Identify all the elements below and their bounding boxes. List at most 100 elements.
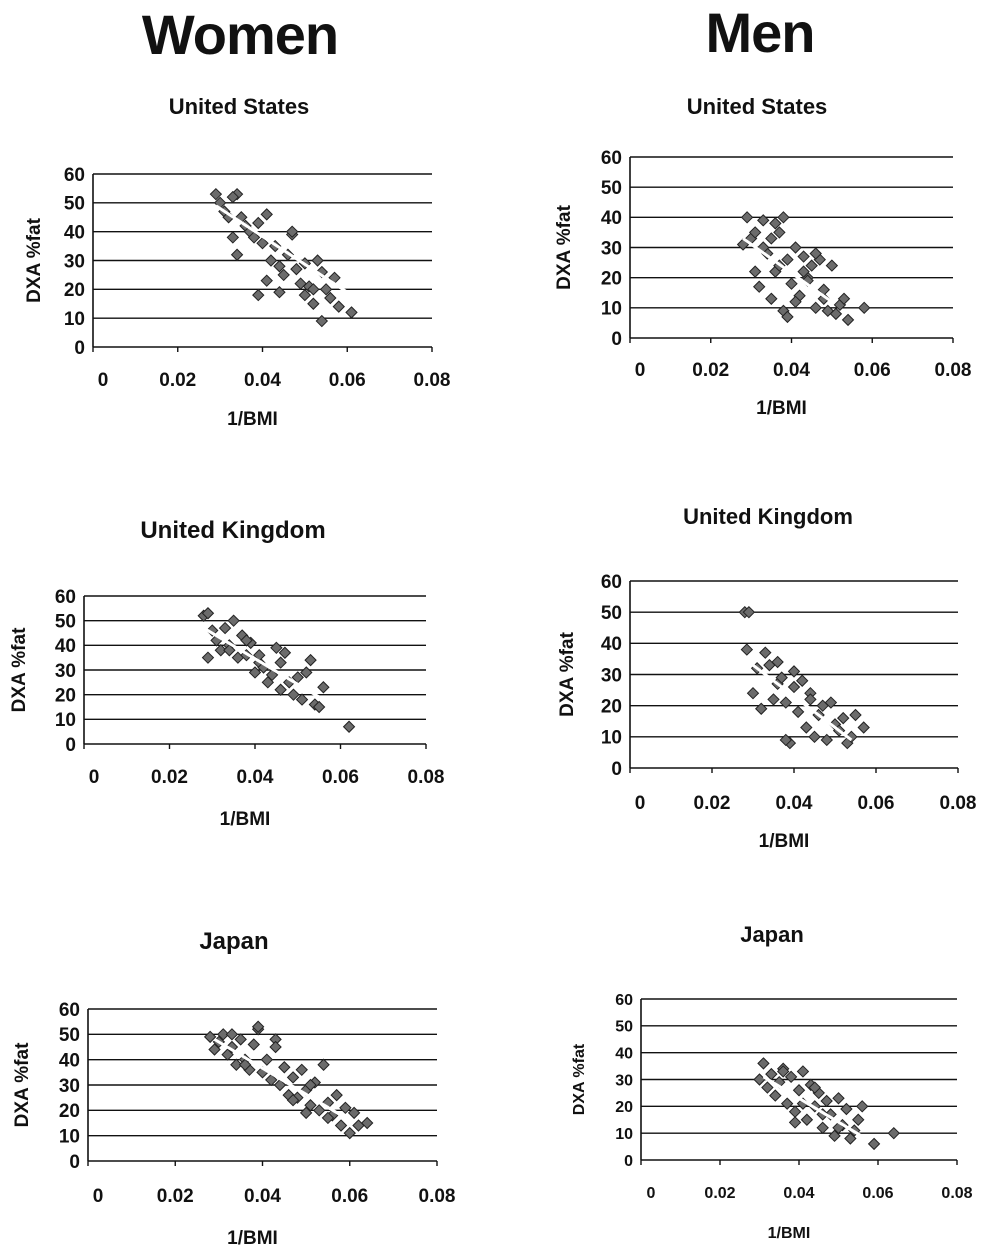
x-tick-label: 0.08 (935, 360, 972, 381)
trend-line (762, 1075, 871, 1143)
data-point (312, 700, 326, 714)
data-point (779, 696, 793, 709)
y-tick-label: 30 (55, 661, 76, 682)
data-point (849, 708, 862, 722)
y-tick-label: 0 (611, 759, 622, 780)
trend-line (742, 237, 833, 304)
data-point (837, 292, 851, 305)
data-point (855, 1100, 869, 1113)
data-point (285, 225, 299, 238)
y-tick-label: 30 (601, 238, 622, 259)
data-point (226, 190, 240, 204)
data-point (841, 313, 855, 327)
x-tick-label: 0.02 (157, 1186, 194, 1207)
y-tick-label: 60 (601, 572, 622, 593)
x-tick-label: 0.06 (329, 370, 366, 391)
y-tick-label: 0 (624, 1153, 633, 1170)
data-point (264, 254, 278, 267)
data-point (765, 1067, 778, 1081)
data-point (295, 693, 309, 706)
x-tick-label: 0.08 (419, 1186, 456, 1207)
data-point (273, 286, 286, 299)
data-point (315, 314, 329, 328)
data-point (295, 1063, 308, 1077)
data-point (769, 217, 782, 230)
x-axis-label: 1/BMI (227, 409, 278, 430)
data-point (785, 277, 798, 290)
data-point (773, 226, 786, 239)
data-point (808, 730, 821, 744)
data-point (809, 247, 822, 260)
y-tick-label: 10 (615, 1126, 633, 1143)
data-point (857, 301, 871, 315)
data-point (287, 688, 300, 701)
data-point (286, 1093, 300, 1107)
data-point (214, 644, 228, 657)
data-point (791, 705, 805, 719)
data-point (345, 306, 358, 319)
data-point (777, 211, 790, 224)
data-point (767, 693, 780, 706)
data-point (797, 265, 810, 278)
x-tick-label: 0.04 (776, 793, 813, 814)
y-tick-label: 40 (64, 223, 85, 244)
data-point (290, 262, 303, 276)
data-point (299, 1106, 313, 1120)
y-tick-label: 30 (615, 1072, 633, 1089)
data-point (795, 674, 809, 687)
y-tick-label: 10 (601, 299, 622, 320)
data-point (787, 680, 801, 694)
x-tick-label: 0.02 (694, 793, 731, 814)
chart-title-men-japan: Japan (740, 922, 804, 947)
x-axis-label: 1/BMI (220, 809, 271, 830)
trend-line (215, 204, 349, 294)
data-point (226, 231, 240, 244)
data-point (809, 301, 822, 315)
data-point (225, 1028, 239, 1041)
data-point (757, 1057, 770, 1070)
data-point (230, 248, 244, 261)
data-point (343, 1126, 356, 1140)
y-axis-label: DXA %fat (571, 1043, 588, 1115)
x-axis-label: 1/BMI (227, 1228, 278, 1247)
data-point (278, 1061, 291, 1074)
data-point (311, 254, 324, 267)
x-tick-label: 0.04 (783, 1185, 814, 1202)
data-point (788, 1105, 802, 1118)
y-tick-label: 60 (64, 165, 85, 186)
y-tick-label: 20 (64, 280, 85, 301)
data-point (789, 241, 802, 254)
data-point (307, 297, 320, 310)
y-tick-label: 40 (601, 634, 622, 655)
y-tick-label: 60 (59, 1000, 80, 1021)
x-axis-label: 1/BMI (759, 831, 810, 852)
data-point (844, 1132, 857, 1145)
data-point (252, 288, 265, 302)
y-tick-label: 60 (55, 587, 76, 608)
data-point (740, 643, 754, 656)
y-axis-label: DXA %fat (12, 1042, 33, 1127)
data-point (339, 1101, 352, 1115)
data-point (274, 683, 287, 696)
data-point (820, 1094, 833, 1108)
data-point (298, 288, 312, 302)
chart-title-men-us: United States (686, 94, 828, 119)
data-point (816, 1121, 829, 1135)
data-point (788, 1116, 802, 1129)
data-point (313, 1104, 326, 1117)
y-tick-label: 20 (55, 686, 76, 707)
y-tick-label: 40 (59, 1051, 80, 1072)
data-point (740, 211, 754, 224)
y-tick-label: 50 (64, 194, 85, 215)
y-tick-label: 50 (55, 612, 76, 633)
data-point (265, 1073, 278, 1087)
data-point (867, 1137, 881, 1151)
data-point (757, 214, 770, 227)
data-point (832, 1092, 845, 1105)
data-point (238, 1058, 252, 1071)
y-tick-label: 60 (601, 148, 622, 169)
y-tick-label: 50 (615, 1019, 633, 1036)
data-point (784, 1070, 798, 1084)
trend-line (213, 1038, 351, 1122)
